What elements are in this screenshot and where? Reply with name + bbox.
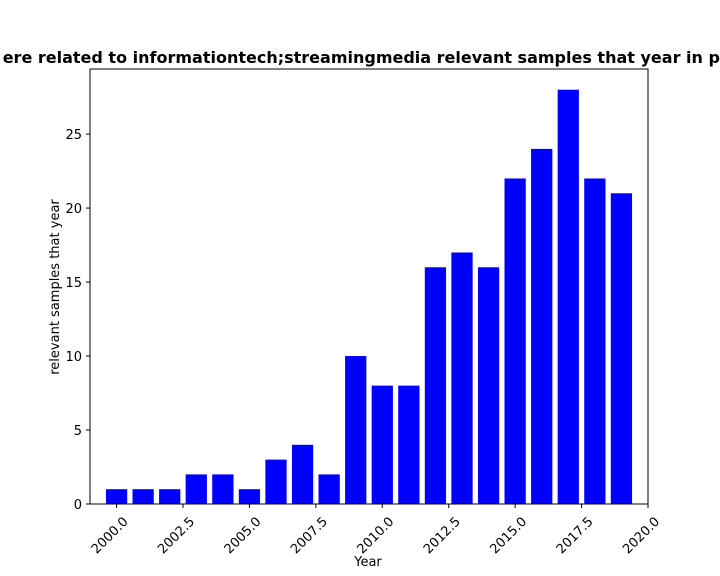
bar-2010 bbox=[371, 385, 393, 504]
x-tick-label: 2012.5 bbox=[421, 514, 464, 557]
bar-2008 bbox=[318, 474, 340, 504]
x-axis-label: Year bbox=[353, 555, 382, 570]
x-tick-label: 2017.5 bbox=[554, 514, 597, 557]
x-tick-label: 2005.0 bbox=[222, 514, 265, 557]
y-tick-label: 5 bbox=[74, 424, 82, 439]
x-tick-label: 2015.0 bbox=[487, 514, 530, 557]
y-axis-ticks: 0 5 10 15 20 25 bbox=[65, 128, 90, 513]
y-tick-label: 20 bbox=[65, 202, 82, 217]
bar-2001 bbox=[132, 489, 154, 504]
x-axis-ticks: 2000.0 2002.5 2005.0 2007.5 2010.0 2012.5 2015… bbox=[89, 504, 663, 557]
bar-2006 bbox=[265, 459, 287, 504]
plot-frame bbox=[89, 68, 649, 505]
bar-2016 bbox=[531, 148, 553, 505]
bar-2012 bbox=[424, 267, 447, 504]
bar-2003 bbox=[185, 474, 207, 504]
bars bbox=[105, 89, 633, 505]
x-tick-label: 2007.5 bbox=[288, 514, 331, 557]
bar-2014 bbox=[477, 267, 500, 504]
bar-2002 bbox=[159, 489, 181, 504]
bar-2017 bbox=[557, 89, 579, 504]
y-tick-label: 15 bbox=[65, 276, 82, 291]
bar-2004 bbox=[212, 474, 234, 504]
x-tick-label: 2010.0 bbox=[355, 514, 398, 557]
x-tick-label: 2000.0 bbox=[89, 514, 132, 557]
y-tick-label: 25 bbox=[65, 128, 82, 143]
y-axis-label: relevant samples that year bbox=[48, 199, 63, 375]
chart-title: ere related to informationtech;streaming… bbox=[3, 48, 720, 67]
bar-2009 bbox=[345, 356, 367, 504]
bar-2015 bbox=[504, 178, 526, 504]
bar-2011 bbox=[398, 385, 420, 504]
x-tick-label: 2002.5 bbox=[155, 514, 198, 557]
y-tick-label: 0 bbox=[74, 498, 82, 513]
bar-2007 bbox=[291, 444, 314, 504]
bar-2018 bbox=[584, 178, 606, 504]
x-tick-label: 2020.0 bbox=[620, 514, 663, 557]
bar-2013 bbox=[451, 252, 473, 504]
y-tick-label: 10 bbox=[65, 350, 82, 365]
bar-2005 bbox=[238, 489, 261, 504]
bar-2019 bbox=[610, 193, 633, 505]
bar-2000 bbox=[105, 489, 128, 504]
